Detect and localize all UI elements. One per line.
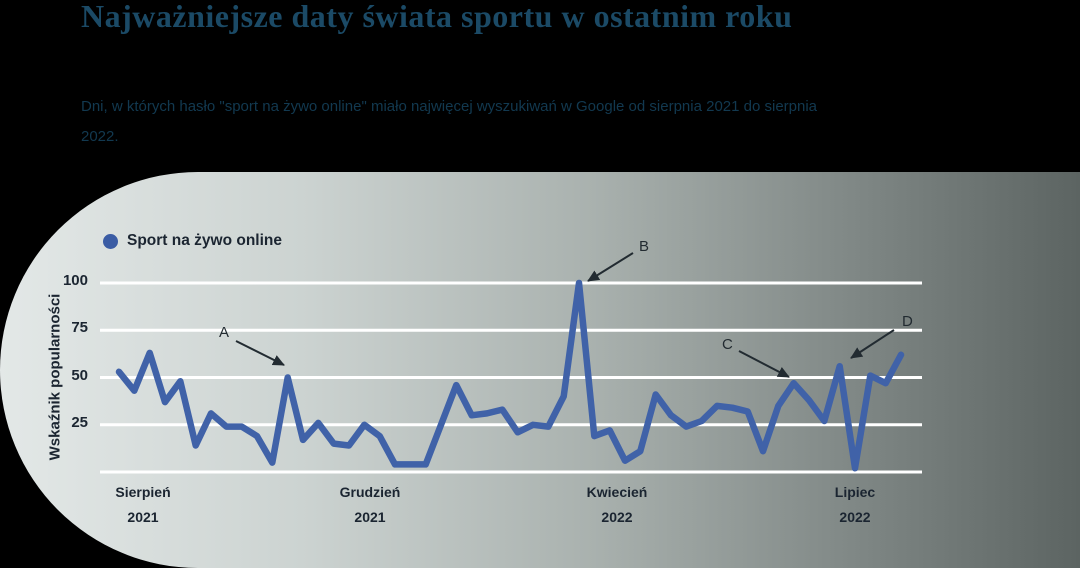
x-label-2: Grudzień 2021 [339,484,401,525]
chart-legend: Sport na żywo online [103,232,282,250]
trend-line [115,279,905,472]
y-tick-50: 50 [71,366,88,384]
legend-label: Sport na żywo online [127,232,283,249]
page-subtitle: Dni, w których hasło "sport na żywo onli… [81,98,818,145]
y-tick-25: 25 [71,413,88,431]
annotation-arrow-b [587,252,634,282]
y-tick-75: 75 [71,319,88,337]
annotation-arrow-c [738,350,790,378]
annotation-arrow-a [235,340,285,366]
trend-chart: A B C D [100,238,922,474]
annotation-label-b: B [639,238,649,255]
annotation-label-a: A [219,324,229,341]
annotation-label-d: D [902,313,913,330]
x-label-3: Kwiecień 2022 [586,484,648,525]
x-label-1: Sierpień 2021 [115,484,171,525]
x-label-4: Lipiec 2022 [834,484,876,525]
annotation-arrow-d [850,329,895,359]
annotation-label-c: C [722,336,733,353]
legend-dot-icon [103,233,118,249]
page-title: Najważniejsze daty świata sportu w ostat… [81,0,793,34]
y-tick-100: 100 [62,272,88,289]
chart-panel: Sport na żywo online [0,172,1080,568]
